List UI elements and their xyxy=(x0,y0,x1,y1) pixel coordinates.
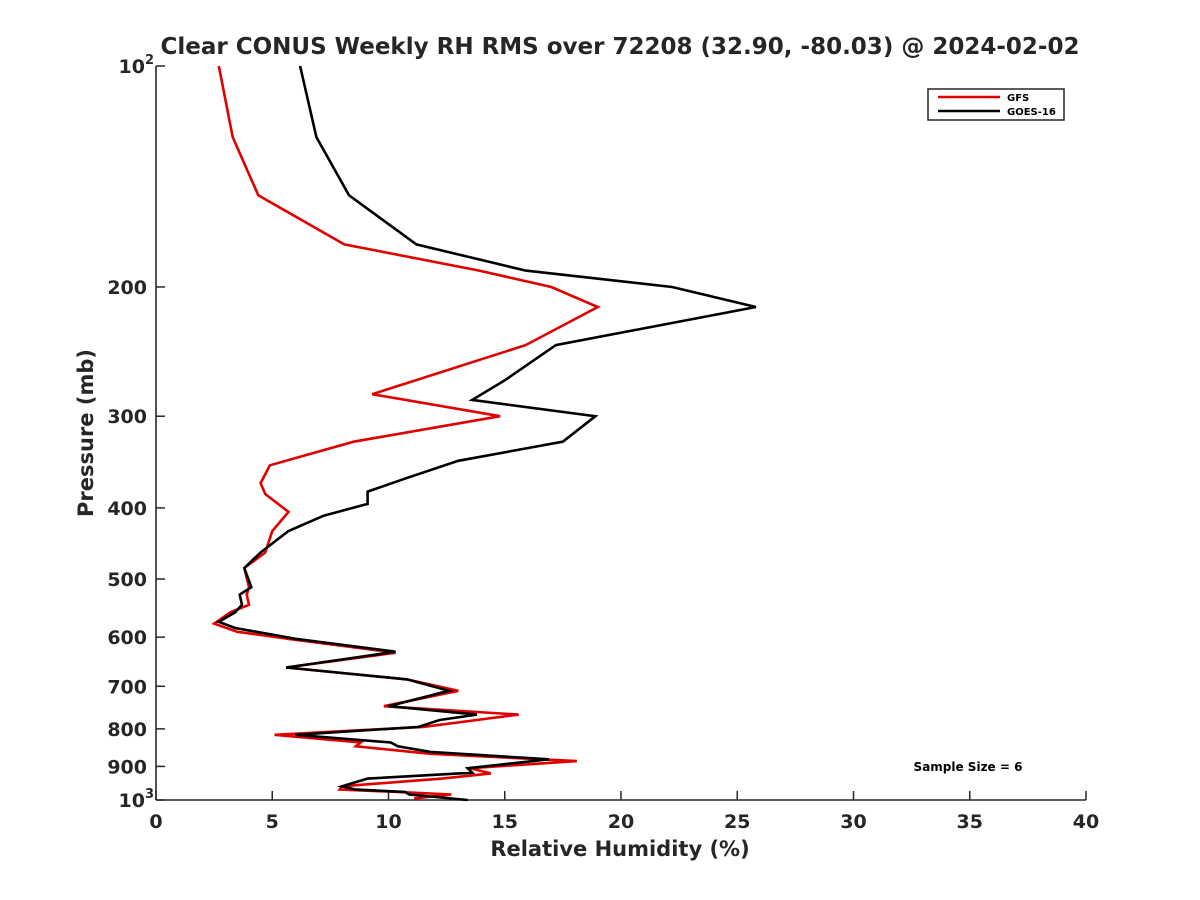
y-tick-label: 800 xyxy=(107,719,147,741)
x-tick-label: 20 xyxy=(608,811,634,833)
x-tick-label: 0 xyxy=(149,811,162,833)
y-tick-exponent: 3 xyxy=(145,787,154,802)
sample-size-annotation: Sample Size = 6 xyxy=(914,760,1023,774)
chart-title: Clear CONUS Weekly RH RMS over 72208 (32… xyxy=(161,34,1080,60)
y-tick-label: 300 xyxy=(107,406,147,428)
y-tick-label: 200 xyxy=(107,277,147,299)
x-tick-label: 25 xyxy=(724,811,750,833)
y-axis-label: Pressure (mb) xyxy=(74,349,98,517)
legend-box xyxy=(927,88,1065,121)
y-tick-label: 10 xyxy=(119,56,145,78)
series-line-gfs xyxy=(211,65,601,800)
y-tick-exponent: 2 xyxy=(145,53,154,68)
y-tick-label: 600 xyxy=(107,627,147,649)
legend: GFS GOES-16 xyxy=(927,88,1065,121)
y-tick-label: 500 xyxy=(107,569,147,591)
y-tick-label: 700 xyxy=(107,676,147,698)
x-tick-label: 10 xyxy=(375,811,401,833)
x-tick-label: 40 xyxy=(1073,811,1099,833)
x-axis-label: Relative Humidity (%) xyxy=(490,837,749,861)
series-line-goes16 xyxy=(215,65,757,802)
legend-label-gfs: GFS xyxy=(1007,93,1029,104)
y-tick-label: 10 xyxy=(119,790,145,812)
y-tick-label: 900 xyxy=(107,756,147,778)
x-tick-label: 35 xyxy=(957,811,983,833)
legend-label-goes16: GOES-16 xyxy=(1007,107,1056,118)
y-tick-label: 400 xyxy=(107,498,147,520)
x-tick-label: 15 xyxy=(492,811,518,833)
x-tick-label: 30 xyxy=(840,811,866,833)
x-tick-label: 5 xyxy=(266,811,279,833)
